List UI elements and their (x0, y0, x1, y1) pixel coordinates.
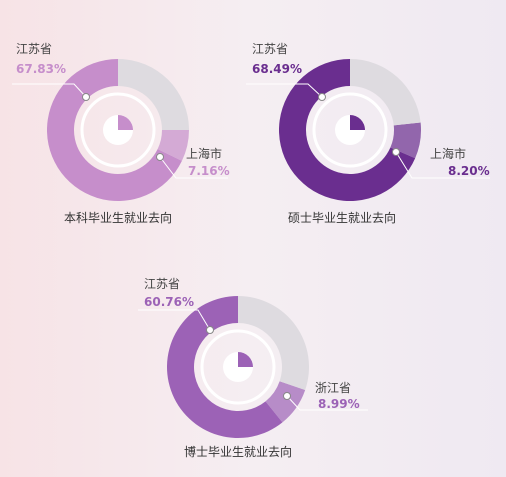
donut-ring (166, 296, 309, 438)
pie-chart-icon (103, 115, 133, 145)
leader-dot-sec (156, 153, 164, 161)
leader-dot-sec (392, 148, 400, 156)
donut-ring (47, 59, 189, 202)
leader-line-sec (159, 156, 228, 179)
leader-line-main (246, 83, 323, 98)
slice-other (118, 59, 189, 131)
slice-shanghai (157, 130, 189, 161)
center-ring (312, 92, 388, 168)
chart-title: 本科毕业生就业去向 (64, 210, 172, 225)
leader-line-sec (286, 395, 368, 411)
leader-line-sec (395, 151, 490, 179)
slice-label-sec: 上海市 (186, 146, 222, 161)
slice-value-sec: 8.20% (448, 164, 490, 178)
leader-line-main (138, 309, 211, 331)
slice-other (238, 296, 309, 390)
leader-dot-main (206, 326, 214, 334)
donut-ring (278, 59, 421, 201)
chart-doctor: 江苏省 60.76% 浙江省 8.99% 博士毕业生就业去向 (138, 277, 368, 459)
slice-value-main: 67.83% (16, 62, 66, 76)
slice-label-main: 江苏省 (16, 42, 52, 56)
chart-title: 博士毕业生就业去向 (184, 444, 292, 459)
slice-value-sec: 7.16% (188, 164, 230, 178)
leader-dot-main (318, 93, 326, 101)
slice-jiangsu (166, 296, 283, 438)
chart-title: 硕士毕业生就业去向 (288, 210, 396, 225)
chart-master: 江苏省 68.49% 上海市 8.20% 硕士毕业生就业去向 (246, 42, 490, 225)
leader-dot-sec (283, 392, 291, 400)
slice-value-main: 60.76% (144, 295, 194, 309)
chart-undergrad: 江苏省 67.83% 上海市 7.16% 本科毕业生就业去向 (12, 42, 230, 225)
leader-dot-main (82, 93, 90, 101)
center-ring (200, 329, 276, 405)
center-ring (80, 92, 156, 168)
leader-line-main (12, 83, 87, 98)
slice-label-main: 江苏省 (144, 277, 180, 291)
slice-other (350, 59, 421, 126)
slice-value-sec: 8.99% (318, 397, 360, 411)
slice-label-sec: 浙江省 (315, 381, 351, 395)
slice-value-main: 68.49% (252, 62, 302, 76)
slice-zhejiang (265, 381, 306, 423)
slice-jiangsu (278, 59, 416, 201)
slice-label-main: 江苏省 (252, 42, 288, 56)
pie-chart-icon (335, 115, 365, 145)
slice-label-sec: 上海市 (430, 146, 466, 161)
pie-chart-icon (223, 352, 253, 382)
slice-jiangsu (47, 59, 182, 202)
